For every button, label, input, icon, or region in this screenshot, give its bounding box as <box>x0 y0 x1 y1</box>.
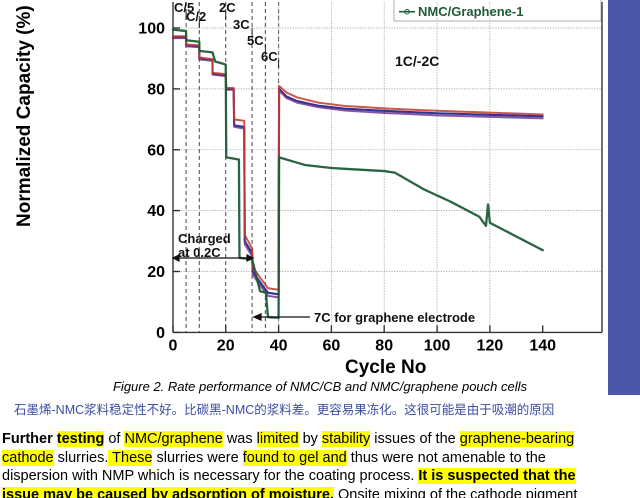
svg-text:NMC/Graphene-1: NMC/Graphene-1 <box>418 4 523 19</box>
svg-text:NMC/CB-2: NMC/CB-2 <box>414 0 478 1</box>
